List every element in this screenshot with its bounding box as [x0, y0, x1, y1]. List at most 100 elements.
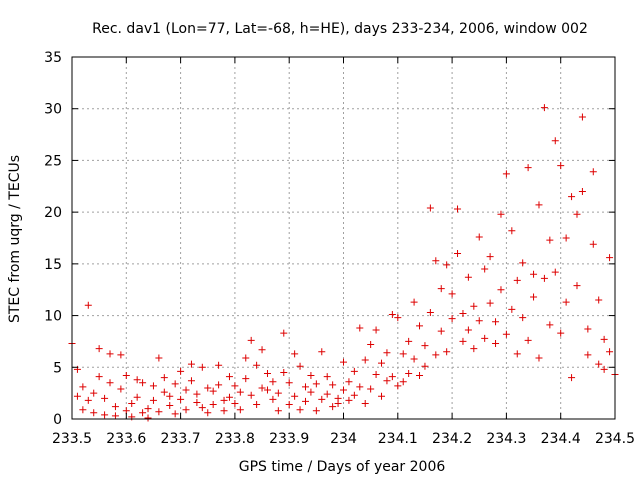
data-point: [502, 330, 510, 338]
data-point: [106, 379, 114, 387]
data-point: [481, 265, 489, 273]
data-point: [486, 299, 494, 307]
axis-ticks: [71, 56, 616, 420]
data-point: [350, 391, 358, 399]
data-point: [481, 334, 489, 342]
data-point: [399, 378, 407, 386]
data-point: [312, 380, 320, 388]
data-point: [551, 137, 559, 145]
data-point: [372, 371, 380, 379]
y-tick-label: 15: [44, 257, 62, 273]
data-point: [405, 337, 413, 345]
data-point: [182, 386, 190, 394]
data-point: [236, 406, 244, 414]
y-tick-label: 5: [53, 360, 62, 376]
data-point: [595, 360, 603, 368]
data-point: [79, 406, 87, 414]
data-point: [122, 372, 130, 380]
data-point: [448, 315, 456, 323]
data-point: [160, 388, 168, 396]
data-point: [133, 376, 141, 384]
data-point: [291, 392, 299, 400]
y-tick-label: 0: [53, 412, 62, 428]
data-point: [540, 104, 548, 112]
data-point: [356, 383, 364, 391]
data-point: [432, 257, 440, 265]
data-point: [416, 322, 424, 330]
data-point: [486, 253, 494, 261]
data-point: [535, 201, 543, 209]
data-point: [318, 348, 326, 356]
data-point: [573, 282, 581, 290]
data-point: [253, 361, 261, 369]
data-point: [111, 412, 119, 420]
data-point: [578, 113, 586, 121]
data-point: [416, 372, 424, 380]
data-point: [372, 326, 380, 334]
data-point: [383, 377, 391, 385]
y-tick-label: 10: [44, 309, 62, 325]
y-tick-label: 30: [44, 102, 62, 118]
data-point: [437, 285, 445, 293]
data-point: [117, 351, 125, 359]
data-point: [198, 363, 206, 371]
data-point: [492, 318, 500, 326]
data-point: [253, 401, 261, 409]
data-point: [291, 350, 299, 358]
data-point: [475, 317, 483, 325]
data-point: [464, 273, 472, 281]
data-point: [166, 402, 174, 410]
data-point: [231, 399, 239, 407]
data-point: [301, 397, 309, 405]
data-point: [475, 233, 483, 241]
chart-title: Rec. dav1 (Lon=77, Lat=-68, h=HE), days …: [92, 21, 588, 37]
data-point: [345, 378, 353, 386]
data-point: [568, 374, 576, 382]
data-point: [84, 301, 92, 309]
data-point: [225, 373, 233, 381]
data-point: [117, 385, 125, 393]
x-tick-label: 234.3: [486, 431, 526, 447]
x-axis-label: GPS time / Days of year 2006: [239, 459, 446, 475]
x-tick-label: 234.2: [432, 431, 472, 447]
data-point: [340, 358, 347, 366]
data-point: [367, 341, 375, 349]
data-point: [301, 383, 309, 391]
x-tick-label: 233.9: [269, 431, 309, 447]
data-point: [263, 386, 271, 394]
data-point: [497, 286, 505, 294]
data-point: [329, 403, 337, 411]
x-tick-label: 233.6: [106, 431, 146, 447]
x-tick-label: 233.8: [215, 431, 255, 447]
y-axis-label: STEC from uqrg / TECUs: [7, 155, 23, 323]
data-point: [236, 388, 244, 396]
data-point: [215, 381, 223, 389]
data-point: [73, 392, 81, 400]
data-point: [166, 392, 174, 400]
data-point: [459, 310, 467, 318]
data-point: [470, 345, 478, 353]
data-point: [242, 354, 250, 362]
data-point: [519, 259, 527, 267]
data-point: [421, 362, 429, 370]
data-point: [448, 290, 456, 298]
data-point: [470, 302, 478, 310]
data-point: [231, 382, 239, 390]
data-point: [149, 396, 157, 404]
data-point: [350, 367, 358, 375]
grid-lines: [72, 57, 615, 419]
data-point: [160, 374, 168, 382]
data-point: [464, 326, 472, 334]
data-point: [171, 380, 179, 388]
data-point: [106, 350, 114, 358]
data-point: [307, 388, 315, 396]
data-point: [502, 170, 510, 178]
data-point: [443, 348, 451, 356]
data-point: [258, 346, 266, 354]
data-point: [454, 205, 462, 213]
data-point: [573, 210, 581, 218]
x-tick-label: 234.4: [541, 431, 581, 447]
x-tick-label: 233.7: [161, 431, 201, 447]
data-point: [187, 360, 195, 368]
